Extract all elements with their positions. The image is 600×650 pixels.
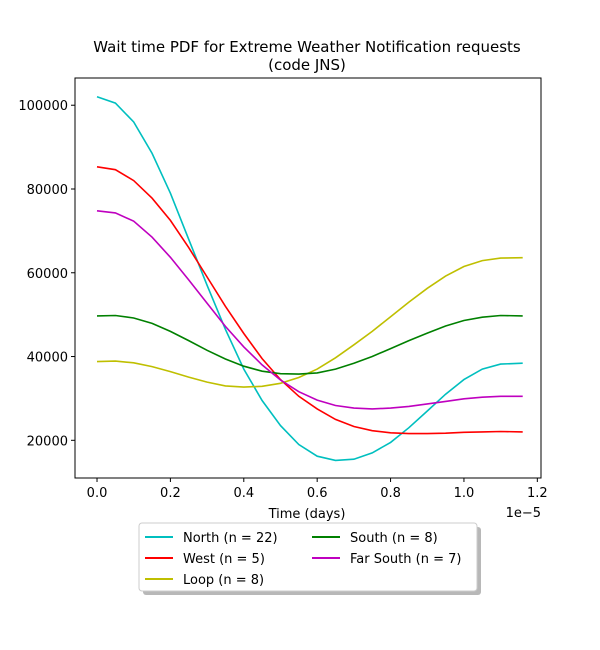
legend-label-1: West (n = 5) <box>183 552 265 567</box>
series-line-0 <box>96 96 523 462</box>
x-axis-offset-label: 1e−5 <box>506 506 541 521</box>
x-tick-label: 0.2 <box>160 486 181 501</box>
x-tick-label: 1.2 <box>527 486 548 501</box>
y-tick-label: 40000 <box>27 351 68 366</box>
series-line-1 <box>96 166 523 435</box>
x-tick-label: 0.8 <box>380 486 401 501</box>
x-tick-label: 0.4 <box>233 486 254 501</box>
y-tick-label: 20000 <box>27 434 68 449</box>
legend-label-4: Far South (n = 7) <box>350 552 461 567</box>
x-tick-label: 0.0 <box>87 486 108 501</box>
x-tick-label: 1.0 <box>454 486 475 501</box>
plot-area: 0.0 0.2 0.4 0.6 0.8 1.0 1.2 20000 40000 60000 8000… <box>18 77 548 501</box>
series-line-3 <box>96 314 523 375</box>
x-axis-label: Time (days) <box>268 507 346 522</box>
legend-box <box>138 522 478 592</box>
legend: North (n = 22) West (n = 5) Loop (n = 8) So… <box>138 522 481 595</box>
legend-label-2: Loop (n = 8) <box>183 573 264 588</box>
y-tick-label: 60000 <box>27 267 68 282</box>
chart-title-line-1: Wait time PDF for Extreme Weather Notifi… <box>93 38 521 56</box>
chart-title: Wait time PDF for Extreme Weather Notifi… <box>93 38 521 74</box>
legend-label-0: North (n = 22) <box>183 531 278 546</box>
series-line-4 <box>96 210 523 410</box>
x-tick-label: 0.6 <box>307 486 328 501</box>
legend-label-3: South (n = 8) <box>350 531 438 546</box>
y-tick-label: 80000 <box>27 183 68 198</box>
plot-frame <box>74 77 542 479</box>
chart-title-line-2: (code JNS) <box>268 56 346 74</box>
y-tick-label: 100000 <box>18 99 68 114</box>
